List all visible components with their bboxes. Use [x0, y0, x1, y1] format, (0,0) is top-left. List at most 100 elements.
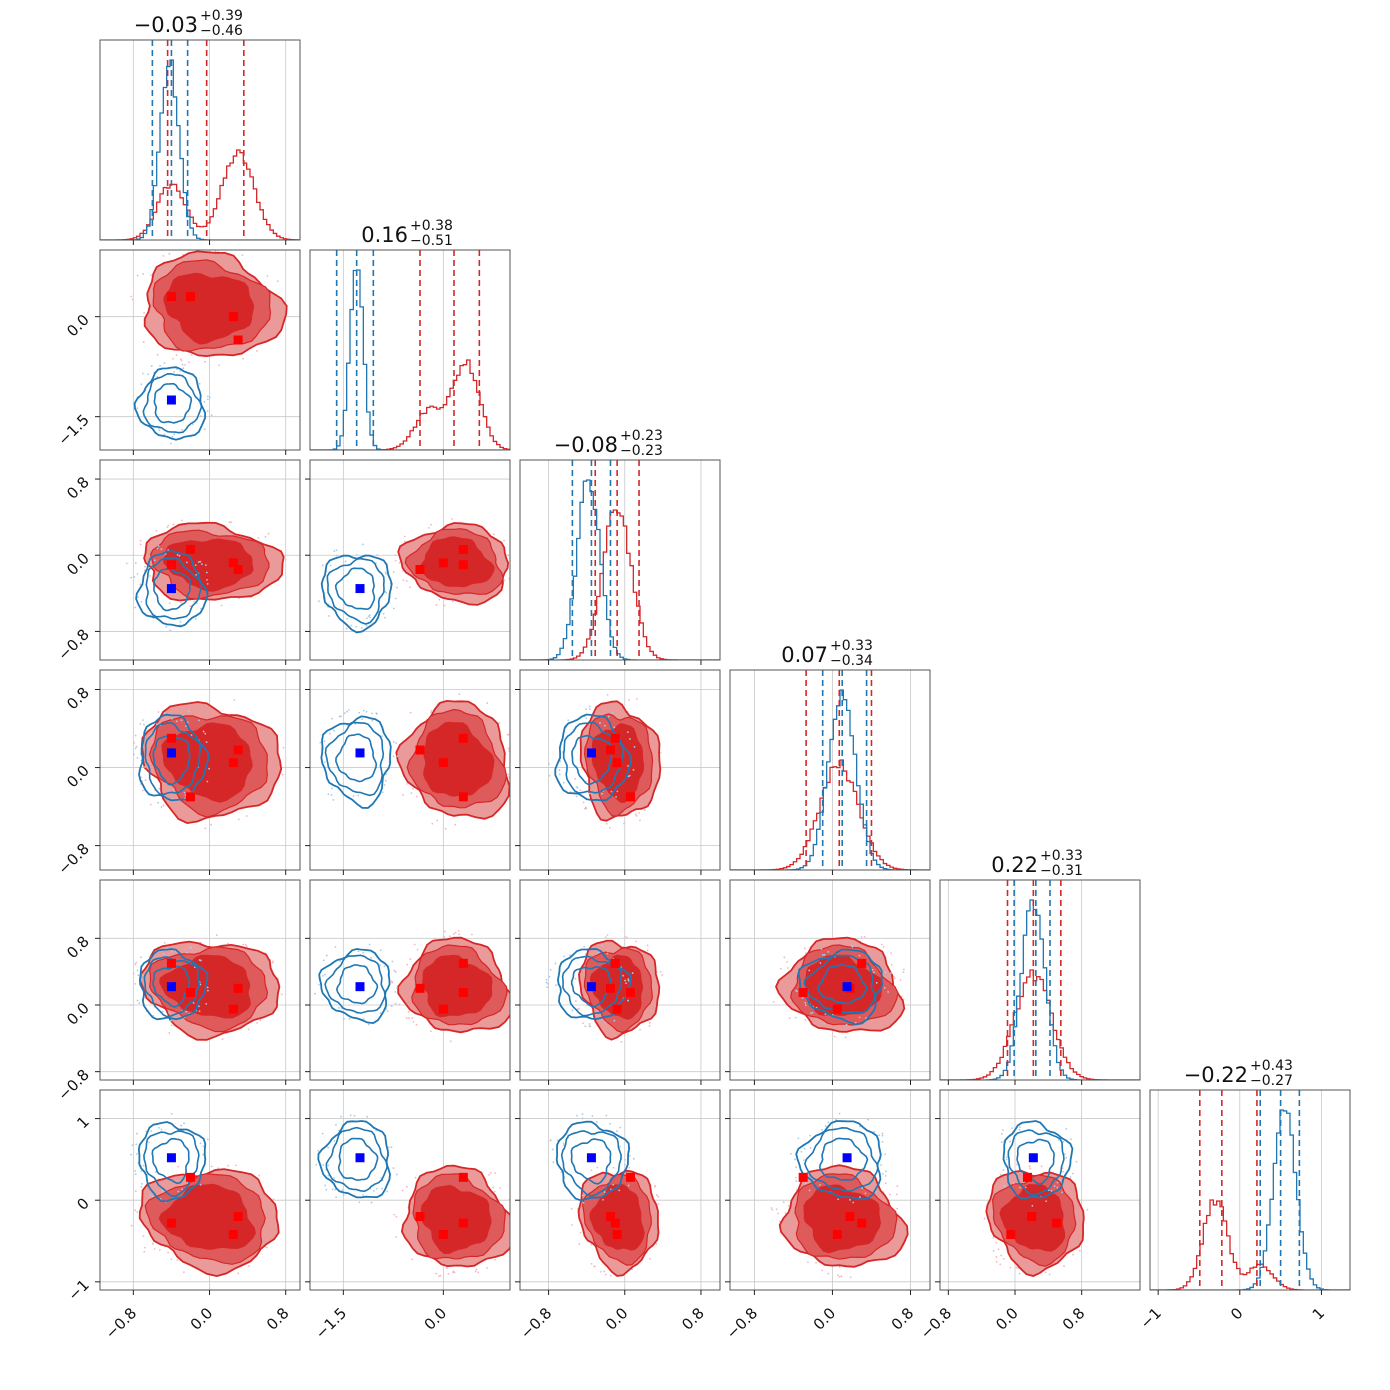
red-sample — [190, 244, 192, 246]
blue-sample — [369, 616, 371, 619]
red-sample — [507, 554, 510, 557]
panel-content — [130, 934, 283, 1041]
blue-sample — [324, 973, 326, 976]
blue-sample — [198, 959, 201, 961]
y-tick-label: 0.0 — [63, 549, 93, 579]
red-sample — [391, 981, 394, 984]
blue-marker — [166, 395, 176, 405]
blue-sample — [390, 1005, 393, 1008]
red-sample — [136, 572, 139, 575]
red-sample — [228, 521, 231, 524]
x-tick-label: 0.0 — [187, 1304, 217, 1334]
blue-sample — [332, 799, 335, 801]
blue-sample — [385, 773, 388, 776]
red-marker — [228, 558, 238, 568]
blue-sample — [199, 560, 202, 563]
red-sample — [190, 354, 193, 356]
red-contour-inner — [163, 272, 255, 345]
red-sample — [170, 1024, 173, 1027]
blue-sample — [317, 1149, 320, 1152]
red-marker — [166, 292, 176, 302]
blue-sample — [357, 794, 360, 797]
red-sample — [788, 1017, 791, 1020]
blue-sample — [878, 1134, 881, 1137]
red-marker — [857, 1218, 867, 1228]
blue-sample — [208, 767, 211, 770]
red-sample — [995, 1256, 998, 1258]
red-sample — [838, 1275, 841, 1278]
red-sample — [395, 1236, 398, 1238]
blue-sample — [141, 372, 144, 375]
red-sample — [661, 974, 663, 976]
blue-sample — [613, 1019, 616, 1022]
blue-sample — [394, 597, 397, 600]
blue-sample — [342, 1193, 345, 1196]
blue-sample — [144, 565, 146, 568]
blue-contour-middle — [562, 721, 625, 794]
red-sample — [177, 1165, 180, 1168]
blue-sample — [370, 957, 372, 959]
red-sample — [458, 933, 461, 936]
red-sample — [172, 523, 175, 526]
red-sample — [803, 947, 806, 950]
red-sample — [655, 1243, 658, 1245]
red-sample — [415, 795, 418, 798]
red-sample — [574, 777, 577, 780]
blue-sample — [999, 1173, 1002, 1176]
blue-sample — [149, 1194, 152, 1196]
blue-sample — [383, 965, 386, 968]
blue-contour-inner — [334, 567, 376, 610]
blue-sample — [140, 1170, 143, 1173]
red-marker — [612, 758, 622, 768]
red-sample — [144, 1246, 146, 1249]
blue-sample — [821, 1128, 823, 1131]
red-sample — [634, 813, 637, 816]
panel-content — [730, 670, 930, 870]
panel-frame — [309, 459, 511, 661]
blue-sample — [797, 1137, 800, 1140]
title-value: 0.22 — [991, 853, 1038, 877]
blue-sample — [392, 755, 395, 758]
blue-sample — [199, 983, 202, 986]
red-sample — [582, 801, 585, 804]
red-sample — [890, 952, 892, 955]
red-sample — [895, 1193, 898, 1196]
blue-contour-middle — [144, 721, 202, 796]
red-marker — [832, 1229, 842, 1239]
panel-frame — [309, 879, 511, 1081]
red-sample — [884, 1174, 887, 1177]
y-tick-label: 0.8 — [63, 932, 93, 962]
red-sample — [1044, 1271, 1047, 1274]
red-sample — [220, 604, 223, 607]
red-sample — [451, 518, 453, 520]
red-sample — [282, 746, 285, 749]
red-sample — [237, 1272, 240, 1275]
blue-sample — [809, 1012, 812, 1015]
blue-sample — [795, 989, 798, 992]
red-sample — [167, 524, 170, 527]
title-minus: −0.51 — [410, 233, 453, 249]
blue-sample — [206, 410, 209, 413]
blue-contour-inner — [337, 1137, 379, 1181]
blue-sample — [395, 586, 398, 589]
red-sample — [394, 554, 397, 557]
red-sample — [452, 932, 455, 935]
red-sample — [997, 1248, 1000, 1251]
blue-sample — [585, 708, 587, 711]
x-tick-label: −1 — [1137, 1304, 1165, 1332]
red-sample — [1063, 1265, 1065, 1267]
blue-contour-outer — [797, 948, 884, 1026]
blue-sample — [632, 768, 635, 771]
blue-sample — [187, 710, 190, 713]
blue-sample — [1005, 1158, 1008, 1161]
red-marker — [415, 983, 425, 993]
panel-3-1 — [305, 669, 511, 875]
red-sample — [770, 1207, 773, 1209]
red-sample — [605, 822, 608, 825]
x-tick-label: −0.8 — [517, 1304, 555, 1342]
blue-sample — [339, 960, 341, 962]
y-tick-label: 0.0 — [63, 762, 93, 792]
blue-sample — [333, 729, 335, 732]
blue-sample — [837, 1198, 840, 1201]
blue-sample — [1050, 1189, 1053, 1192]
